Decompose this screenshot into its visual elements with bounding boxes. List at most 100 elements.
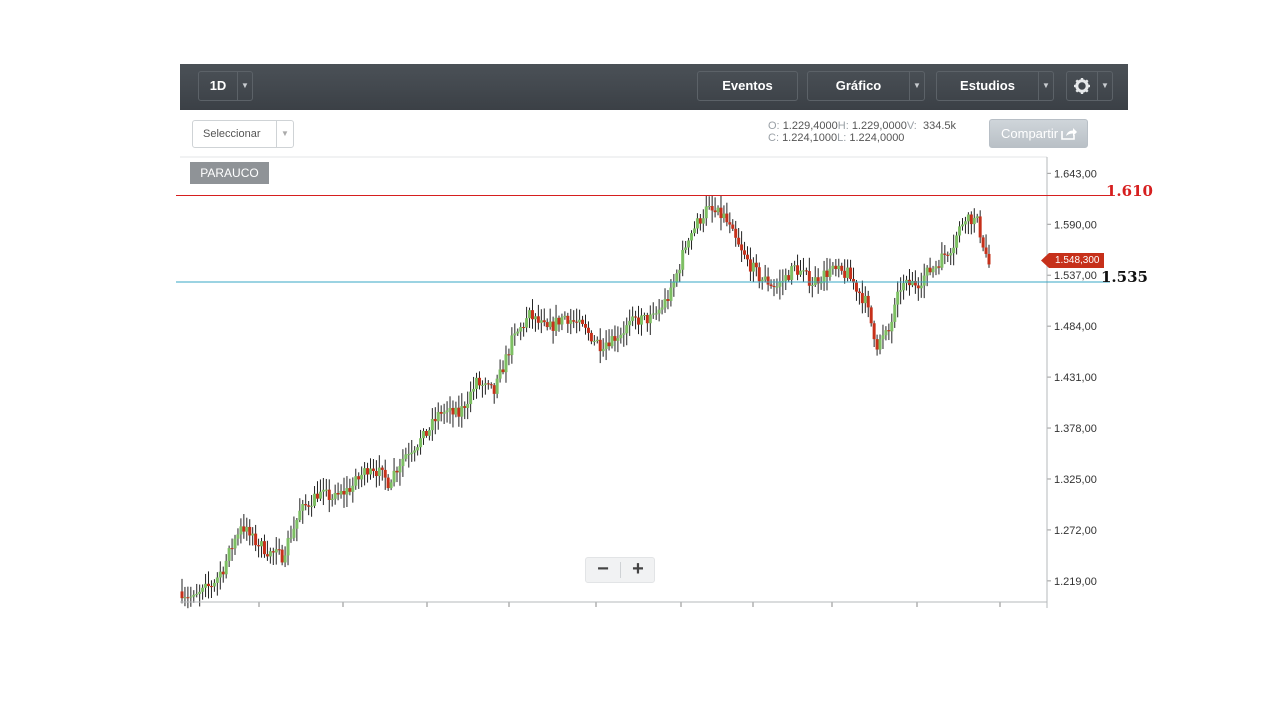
candle-up	[442, 412, 446, 414]
candle-up	[922, 275, 926, 286]
close-label: C:	[768, 132, 779, 144]
interval-dropdown-caret[interactable]: ▼	[237, 71, 253, 101]
chart-dropdown-caret[interactable]: ▼	[909, 71, 925, 101]
share-icon	[1061, 128, 1077, 140]
candle-up	[513, 333, 517, 336]
candle-up	[878, 339, 882, 350]
candle-down	[725, 213, 729, 223]
candle-down	[745, 254, 749, 260]
y-tick-label: 1.272,00	[1054, 525, 1097, 537]
candle-up	[333, 492, 337, 499]
candle-up	[966, 214, 970, 222]
candle-down	[743, 250, 747, 255]
resistance-annotation: 1.610	[1106, 182, 1153, 200]
candle-up	[292, 528, 296, 538]
candle-down	[852, 279, 856, 283]
price-tag-pointer	[1041, 253, 1049, 268]
zoom-control: − +	[585, 557, 655, 583]
candle-up	[215, 577, 219, 583]
candle-up	[310, 505, 314, 507]
candle-down	[740, 244, 744, 251]
candle-up	[642, 315, 646, 317]
candle-down	[180, 591, 184, 599]
candle-up	[716, 207, 720, 213]
candle-up	[251, 533, 255, 536]
candle-up	[648, 314, 652, 324]
candle-down	[530, 310, 534, 320]
candle-down	[489, 384, 493, 386]
studies-dropdown-caret[interactable]: ▼	[1038, 71, 1054, 101]
zoom-out-button[interactable]: −	[597, 558, 609, 580]
settings-button[interactable]	[1066, 71, 1098, 101]
candle-up	[504, 354, 508, 373]
candles	[180, 195, 991, 609]
candle-up	[925, 267, 929, 276]
candle-up	[952, 247, 956, 254]
candle-up	[863, 295, 867, 304]
candle-up	[339, 491, 343, 495]
high-value: 1.229,0000	[851, 120, 907, 132]
candle-up	[690, 233, 694, 241]
candle-up	[466, 404, 470, 408]
open-value: 1.229,4000	[782, 120, 838, 132]
candle-up	[654, 313, 658, 315]
candle-up	[595, 339, 599, 341]
candle-down	[887, 330, 891, 332]
candle-down	[754, 262, 758, 268]
candle-up	[519, 327, 523, 332]
candle-down	[575, 321, 579, 323]
candle-up	[790, 266, 794, 280]
candle-down	[666, 299, 670, 301]
open-label: O:	[768, 120, 780, 132]
select-dropdown[interactable]: Seleccionar ▼	[192, 120, 294, 148]
candle-up	[813, 277, 817, 285]
candle-up	[363, 468, 367, 475]
candle-down	[875, 339, 879, 350]
candle-down	[221, 571, 225, 575]
candle-down	[943, 253, 947, 255]
candle-up	[784, 275, 788, 281]
candle-down	[522, 327, 526, 329]
candle-down	[551, 321, 555, 331]
candle-up	[321, 489, 325, 492]
share-label: Compartir	[1001, 126, 1059, 141]
y-tick-label: 1.484,00	[1054, 321, 1097, 333]
candle-down	[987, 253, 991, 265]
candle-up	[828, 268, 832, 277]
y-tick-label: 1.219,00	[1054, 576, 1097, 588]
candle-up	[480, 384, 484, 386]
candle-down	[857, 291, 861, 294]
share-button[interactable]: Compartir	[989, 119, 1088, 148]
candle-down	[207, 583, 211, 587]
candle-down	[248, 526, 252, 536]
candle-up	[902, 283, 906, 291]
select-label: Seleccionar	[203, 128, 261, 140]
plot-background	[180, 157, 1047, 602]
candle-up	[330, 498, 334, 500]
settings-dropdown-caret[interactable]: ▼	[1097, 71, 1113, 101]
candle-up	[404, 454, 408, 459]
candle-up	[625, 325, 629, 334]
candle-down	[978, 216, 982, 238]
candle-up	[377, 467, 381, 477]
x-axis	[180, 601, 1047, 607]
candle-up	[722, 213, 726, 219]
candle-up	[360, 474, 364, 480]
candle-down	[946, 254, 950, 256]
candle-up	[475, 377, 479, 389]
candle-up	[972, 217, 976, 225]
candle-down	[734, 228, 738, 238]
candle-up	[548, 321, 552, 328]
candle-up	[949, 253, 953, 256]
y-tick-label: 1.431,00	[1054, 372, 1097, 384]
candle-up	[931, 268, 935, 273]
zoom-in-button[interactable]: +	[632, 558, 644, 580]
candle-down	[860, 293, 864, 304]
candle-down	[262, 541, 266, 555]
candle-down	[825, 270, 829, 277]
events-button[interactable]: Eventos	[697, 71, 798, 101]
candle-up	[681, 249, 685, 270]
candle-down	[186, 597, 190, 599]
candle-down	[242, 526, 246, 532]
